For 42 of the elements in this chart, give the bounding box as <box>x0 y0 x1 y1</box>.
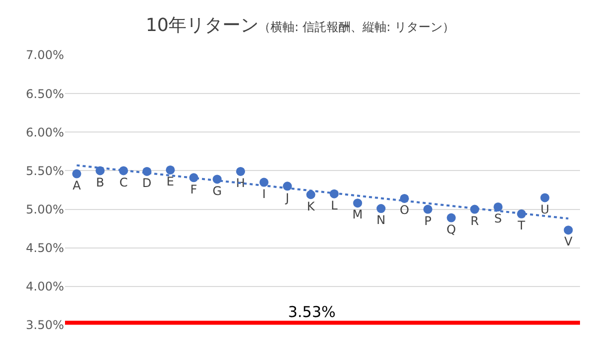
data-label: I <box>262 186 266 201</box>
point <box>423 204 432 214</box>
data-label: V <box>564 234 574 249</box>
point <box>494 202 503 212</box>
data-label: A <box>72 178 82 192</box>
point <box>166 165 175 174</box>
point <box>446 213 456 222</box>
data-label: T <box>516 218 526 233</box>
y-tick-label: 6.00% <box>26 125 64 140</box>
data-label: L <box>330 198 338 212</box>
data-label: O <box>400 203 410 218</box>
y-tick-label: 6.50% <box>26 86 64 101</box>
data-label: P <box>424 214 432 228</box>
data-label: F <box>190 182 198 196</box>
y-tick-label: 3.50% <box>26 318 64 332</box>
ref-line-label: 3.53% <box>288 303 336 321</box>
y-tick-label: 7.00% <box>26 48 64 62</box>
data-label: J <box>284 190 290 205</box>
data-label: N <box>376 213 386 228</box>
point <box>564 226 573 235</box>
y-tick-label: 5.50% <box>26 164 64 178</box>
data-label: U <box>540 202 550 216</box>
point <box>540 193 550 202</box>
y-tick-label: 4.50% <box>26 241 64 256</box>
chart-subtitle: （横軸: 信託報酬、縦軸: リターン） <box>258 20 454 34</box>
point <box>376 204 386 214</box>
point <box>236 166 246 176</box>
data-label: D <box>142 176 152 190</box>
data-label: E <box>166 174 174 189</box>
data-label: M <box>352 208 363 222</box>
data-label: K <box>306 199 316 214</box>
point <box>353 198 362 208</box>
data-label: R <box>470 214 479 228</box>
data-label: G <box>212 184 222 198</box>
y-tick-label: 4.00% <box>26 280 64 294</box>
point <box>72 169 82 178</box>
point <box>306 190 316 200</box>
data-label: C <box>119 175 128 190</box>
y-tick-label: 5.00% <box>26 202 64 216</box>
data-label: S <box>494 212 502 226</box>
data-label: B <box>96 175 104 190</box>
data-label: Q <box>446 222 456 236</box>
